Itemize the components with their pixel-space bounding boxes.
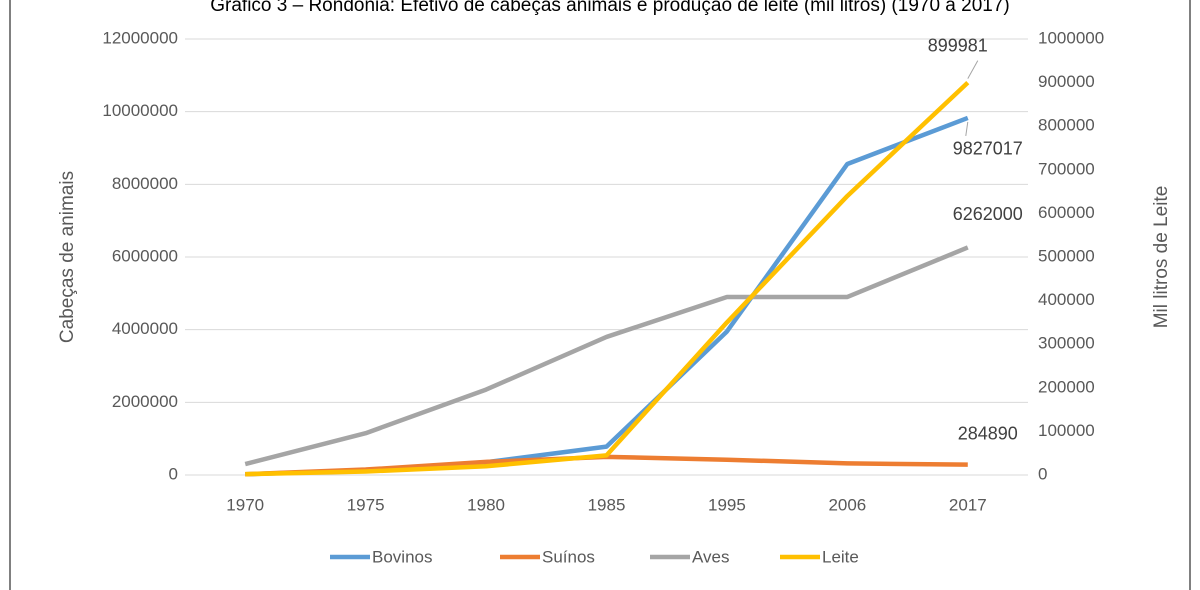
y-tick-label: 8000000 — [112, 174, 178, 193]
x-tick-label: 2017 — [949, 495, 987, 514]
data-label: 284890 — [958, 423, 1018, 443]
y-tick-label: 2000000 — [112, 392, 178, 411]
series-line — [244, 245, 969, 467]
series-line — [245, 115, 969, 477]
y2-tick-label: 500000 — [1038, 246, 1095, 265]
x-tick-label: 1975 — [347, 495, 385, 514]
leader-line — [965, 121, 969, 137]
y-tick-label: 0 — [169, 464, 178, 483]
data-label: 6262000 — [953, 204, 1023, 224]
x-tick-label: 2006 — [828, 495, 866, 514]
y2-tick-label: 100000 — [1038, 421, 1095, 440]
y2-axis-title: Mil litros de Leite — [1151, 186, 1172, 329]
x-tick-label: 1995 — [708, 495, 746, 514]
y2-tick-label: 0 — [1038, 464, 1047, 483]
legend-label: Bovinos — [372, 547, 432, 566]
y2-tick-label: 400000 — [1038, 290, 1095, 309]
leader-line — [967, 60, 979, 79]
x-tick-label: 1970 — [226, 495, 264, 514]
frame — [9, 0, 1191, 590]
y2-tick-label: 300000 — [1038, 334, 1095, 353]
y2-tick-label: 600000 — [1038, 203, 1095, 222]
legend-label: Suínos — [542, 547, 595, 566]
data-label: 899981 — [928, 35, 988, 55]
y-tick-label: 12000000 — [102, 28, 178, 47]
y-axis-title: Cabeças de animais — [57, 171, 78, 343]
y2-tick-label: 1000000 — [1038, 28, 1104, 47]
data-label: 9827017 — [953, 139, 1023, 159]
x-tick-label: 1980 — [467, 495, 505, 514]
y2-tick-label: 900000 — [1038, 72, 1095, 91]
series-line — [245, 80, 970, 477]
legend-label: Aves — [692, 547, 730, 566]
y2-tick-label: 700000 — [1038, 159, 1095, 178]
y2-tick-label: 800000 — [1038, 116, 1095, 135]
y2-tick-label: 200000 — [1038, 377, 1095, 396]
legend-label: Leite — [822, 547, 859, 566]
x-tick-label: 1985 — [588, 495, 626, 514]
y-tick-label: 10000000 — [102, 101, 178, 120]
y-tick-label: 4000000 — [112, 319, 178, 338]
y-tick-label: 6000000 — [112, 246, 178, 265]
chart-title: Gráfico 3 – Rondônia: Efetivo de cabeças… — [210, 0, 1010, 16]
